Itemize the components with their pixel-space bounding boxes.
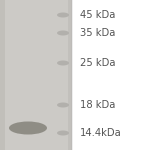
Bar: [0, 0, 72, 150]
Text: 14.4kDa: 14.4kDa: [80, 128, 122, 138]
Bar: [72, 0, 150, 150]
Ellipse shape: [57, 130, 69, 135]
Bar: [0, 0, 5, 150]
Ellipse shape: [57, 60, 69, 66]
Ellipse shape: [57, 12, 69, 18]
Text: 18 kDa: 18 kDa: [80, 100, 115, 110]
Ellipse shape: [57, 30, 69, 36]
Bar: [68, 0, 73, 150]
Ellipse shape: [9, 122, 47, 135]
Ellipse shape: [57, 102, 69, 108]
Text: 25 kDa: 25 kDa: [80, 58, 116, 68]
Text: 35 kDa: 35 kDa: [80, 28, 115, 38]
Text: 45 kDa: 45 kDa: [80, 10, 115, 20]
